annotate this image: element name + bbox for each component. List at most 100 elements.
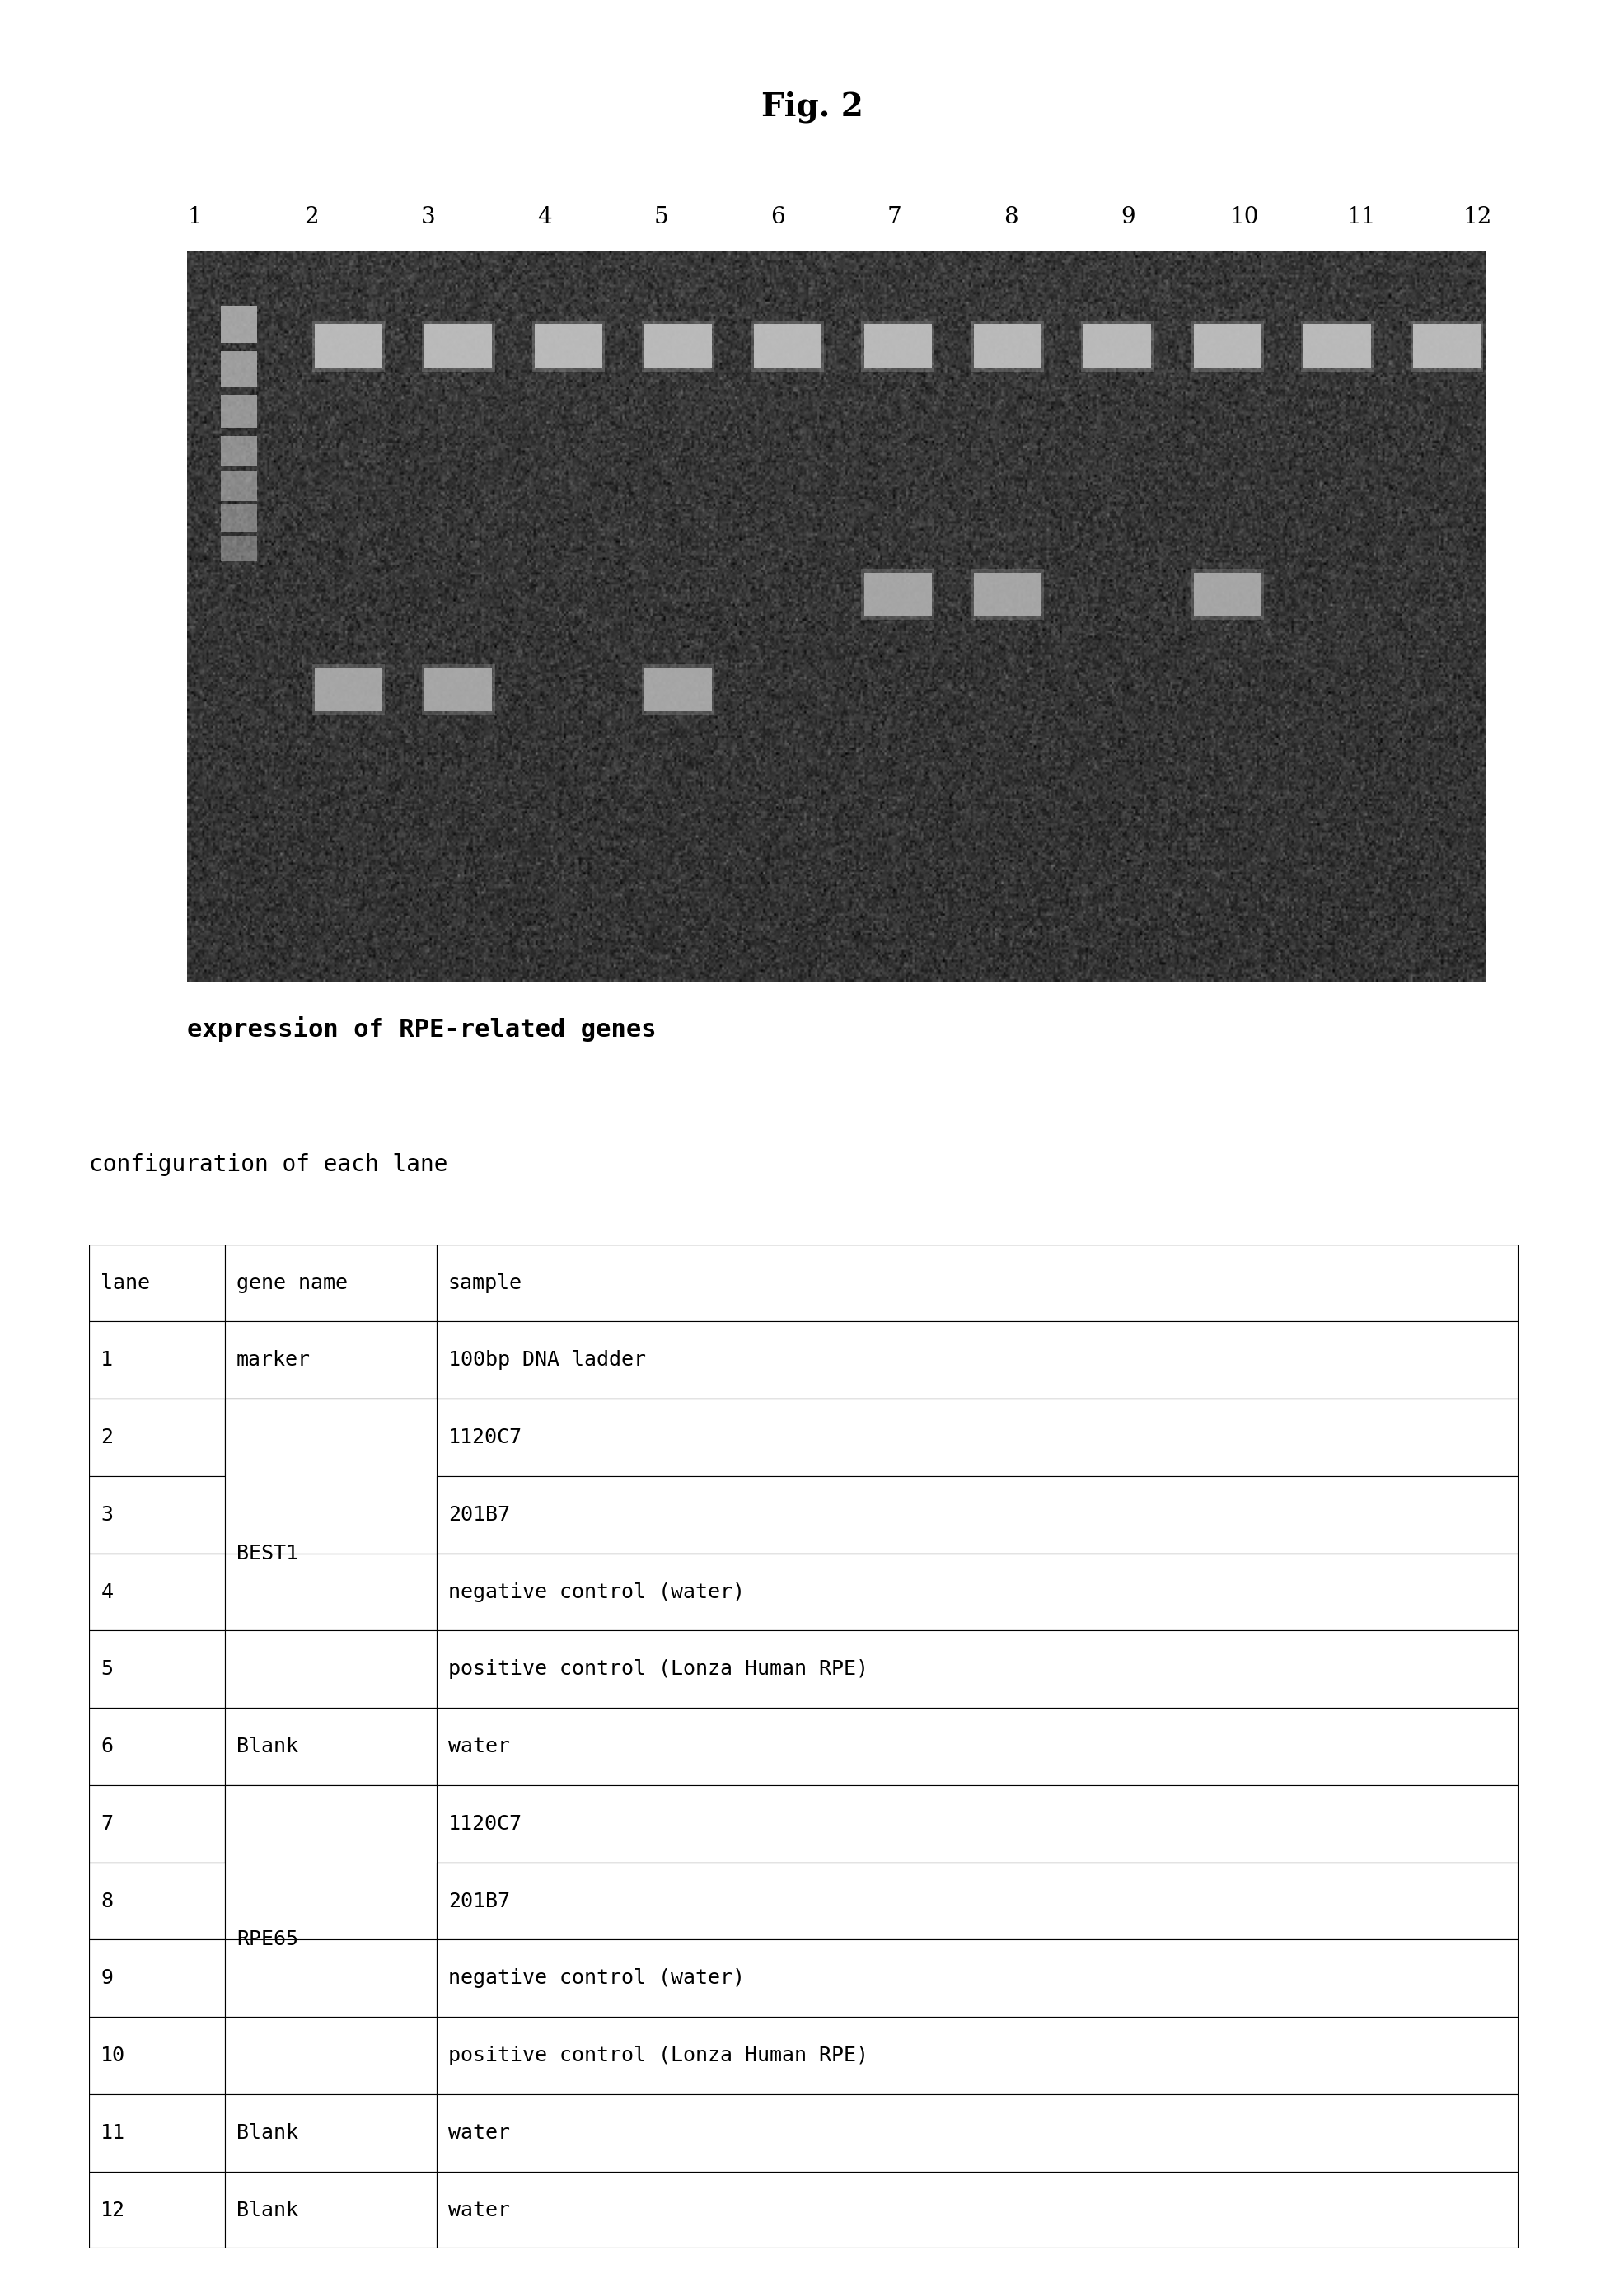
Bar: [89, 1863, 226, 1941]
Bar: [424, 324, 492, 368]
Text: configuration of each lane: configuration of each lane: [89, 1153, 448, 1176]
Text: 5: 5: [101, 1660, 114, 1678]
Bar: [861, 320, 934, 372]
Bar: [221, 306, 257, 342]
Bar: [437, 2171, 1518, 2249]
Text: 2: 2: [304, 205, 318, 228]
Bar: [89, 1708, 226, 1785]
Bar: [226, 1785, 437, 2094]
Bar: [1301, 320, 1374, 372]
Bar: [534, 324, 603, 368]
Bar: [226, 2171, 437, 2249]
Text: water: water: [448, 1737, 510, 1756]
Bar: [437, 1785, 1518, 1863]
Text: 9: 9: [1121, 205, 1135, 228]
Bar: [221, 505, 257, 532]
Text: lane: lane: [101, 1274, 149, 1292]
Bar: [641, 664, 715, 715]
Bar: [645, 667, 711, 712]
Text: 6: 6: [101, 1737, 114, 1756]
Bar: [1190, 568, 1263, 621]
Text: BEST1: BEST1: [237, 1543, 299, 1564]
Bar: [645, 324, 711, 368]
Text: Blank: Blank: [237, 2123, 299, 2144]
Bar: [974, 324, 1041, 368]
Text: 1: 1: [101, 1349, 114, 1370]
Text: 1120C7: 1120C7: [448, 1427, 523, 1447]
Bar: [89, 1630, 226, 1708]
Text: 9: 9: [101, 1968, 114, 1988]
Bar: [1190, 320, 1263, 372]
Bar: [315, 667, 382, 712]
Bar: [1082, 320, 1153, 372]
Bar: [1304, 324, 1371, 368]
Text: 1120C7: 1120C7: [448, 1815, 523, 1833]
Bar: [861, 568, 934, 621]
Text: negative control (water): negative control (water): [448, 1968, 745, 1988]
Bar: [1194, 573, 1262, 616]
Bar: [89, 2016, 226, 2094]
Bar: [221, 534, 257, 562]
Text: sample: sample: [448, 1274, 523, 1292]
Bar: [437, 1708, 1518, 1785]
Text: Blank: Blank: [237, 1737, 299, 1756]
Text: positive control (Lonza Human RPE): positive control (Lonza Human RPE): [448, 2046, 869, 2066]
Text: 10: 10: [1229, 205, 1259, 228]
Text: 10: 10: [101, 2046, 125, 2066]
Text: water: water: [448, 2123, 510, 2144]
Bar: [437, 1244, 1518, 1322]
Text: 7: 7: [887, 205, 901, 228]
Bar: [226, 1399, 437, 1708]
Bar: [315, 324, 382, 368]
Bar: [89, 1244, 226, 1322]
Text: 8: 8: [101, 1890, 114, 1911]
Bar: [437, 2016, 1518, 2094]
Bar: [89, 2094, 226, 2171]
Bar: [226, 1785, 437, 1863]
Text: 201B7: 201B7: [448, 1890, 510, 1911]
Text: 7: 7: [101, 1815, 114, 1833]
Bar: [1413, 324, 1481, 368]
Bar: [752, 320, 825, 372]
Bar: [422, 320, 495, 372]
Text: negative control (water): negative control (water): [448, 1582, 745, 1603]
Bar: [89, 1552, 226, 1630]
Bar: [312, 664, 385, 715]
Bar: [89, 1399, 226, 1477]
Bar: [221, 352, 257, 386]
Bar: [437, 1477, 1518, 1552]
Bar: [226, 2016, 437, 2094]
Text: 11: 11: [1346, 205, 1376, 228]
Bar: [437, 1552, 1518, 1630]
Bar: [221, 436, 257, 466]
Text: RPE65: RPE65: [237, 1929, 299, 1950]
Bar: [226, 1399, 437, 1477]
Bar: [1194, 324, 1262, 368]
Text: 12: 12: [1463, 205, 1492, 228]
Bar: [89, 1785, 226, 1863]
Bar: [437, 1322, 1518, 1399]
Bar: [89, 1941, 226, 2016]
Text: marker: marker: [237, 1349, 310, 1370]
Text: 8: 8: [1004, 205, 1018, 228]
Bar: [437, 1630, 1518, 1708]
Text: 100bp DNA ladder: 100bp DNA ladder: [448, 1349, 646, 1370]
Bar: [1411, 320, 1483, 372]
Text: 3: 3: [101, 1504, 114, 1525]
Bar: [533, 320, 604, 372]
Text: 3: 3: [421, 205, 435, 228]
Text: gene name: gene name: [237, 1274, 348, 1292]
Text: water: water: [448, 2201, 510, 2219]
Bar: [971, 320, 1044, 372]
Bar: [864, 573, 932, 616]
Text: 4: 4: [101, 1582, 114, 1603]
Text: 2: 2: [101, 1427, 114, 1447]
Bar: [422, 664, 495, 715]
Bar: [641, 320, 715, 372]
Bar: [754, 324, 822, 368]
Bar: [312, 320, 385, 372]
Bar: [221, 395, 257, 427]
Text: expression of RPE-related genes: expression of RPE-related genes: [187, 1016, 656, 1041]
Text: Blank: Blank: [237, 2201, 299, 2219]
Bar: [226, 1244, 437, 1322]
